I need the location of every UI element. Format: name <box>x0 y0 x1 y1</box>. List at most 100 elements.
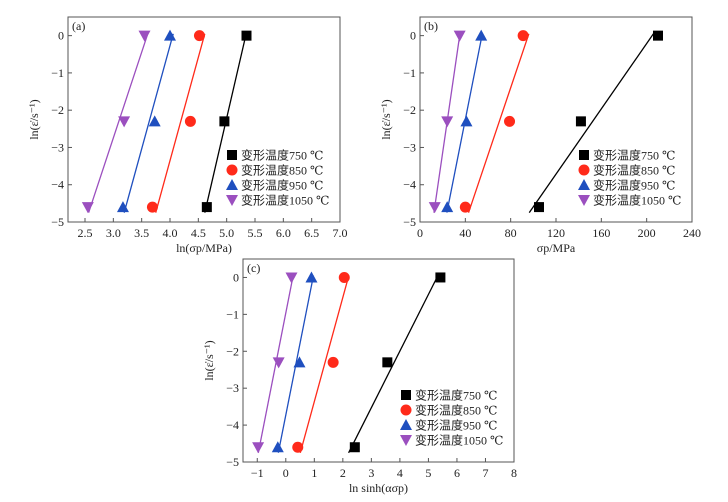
y-axis-label: ln(ε̇/s⁻¹) <box>379 99 393 139</box>
legend-item: 变形温度1050 ℃ <box>578 193 681 208</box>
data-point <box>338 271 350 283</box>
x-tick-label: 4 <box>397 466 403 480</box>
x-tick-label: 6.5 <box>304 226 319 240</box>
y-tick-label: −2 <box>51 103 64 117</box>
y-tick-label: −2 <box>226 344 239 358</box>
plot-frame <box>242 258 515 463</box>
y-tick-label: −4 <box>51 178 64 192</box>
x-axis-label: σp/MPa <box>537 241 576 255</box>
legend-marker <box>579 150 589 160</box>
legend-item: 变形温度1050 ℃ <box>400 433 503 448</box>
x-tick-label: 4.5 <box>191 226 206 240</box>
data-point <box>164 29 176 41</box>
y-tick-label: −3 <box>226 381 239 395</box>
y-tick-label: −3 <box>403 140 416 154</box>
data-point <box>219 116 230 127</box>
series-3 <box>428 30 466 214</box>
series-1 <box>146 30 206 213</box>
legend-item: 变形温度750 ℃ <box>401 388 497 403</box>
data-point <box>441 201 454 213</box>
y-tick-label: −5 <box>226 455 239 469</box>
legend-label: 变形温度750 ℃ <box>593 148 675 163</box>
x-tick-label: 40 <box>459 226 471 240</box>
y-tick-label: 0 <box>58 29 64 43</box>
data-point <box>653 30 663 41</box>
x-tick-label: 0 <box>417 226 423 240</box>
x-tick-label: 7 <box>482 466 488 480</box>
series-3 <box>81 30 151 214</box>
data-point <box>349 442 360 453</box>
y-axis-label: ln(ε̇/s⁻¹) <box>202 340 216 380</box>
legend-label: 变形温度1050 ℃ <box>593 193 681 208</box>
data-point <box>118 116 131 128</box>
x-tick-label: −1 <box>251 466 264 480</box>
data-point <box>138 30 151 42</box>
plot-frame <box>67 16 341 223</box>
legend-marker <box>578 164 590 176</box>
legend-marker <box>226 164 238 176</box>
x-tick-label: 7.0 <box>333 226 348 240</box>
x-tick-label: 2 <box>340 466 346 480</box>
data-point <box>81 202 94 214</box>
series-0 <box>201 30 252 213</box>
x-tick-label: 3.0 <box>106 226 121 240</box>
data-point <box>201 202 212 213</box>
x-tick-label: 200 <box>638 226 656 240</box>
y-tick-label: −5 <box>403 215 416 229</box>
data-point <box>293 356 306 368</box>
x-tick-label: 0 <box>283 466 289 480</box>
series-2 <box>116 29 176 213</box>
data-point <box>504 115 516 127</box>
x-tick-label: 5.5 <box>248 226 263 240</box>
legend-label: 变形温度850 ℃ <box>593 163 675 178</box>
x-tick-label: 3.5 <box>134 226 149 240</box>
series-2 <box>441 29 488 213</box>
legend-label: 变形温度1050 ℃ <box>415 433 503 448</box>
data-point <box>193 30 205 42</box>
data-point <box>435 272 446 283</box>
x-tick-label: 6 <box>454 466 460 480</box>
series-0 <box>348 272 446 454</box>
data-point <box>475 29 488 41</box>
panel-c: −1 0 1 2 3 4 5 6 7 8 0 −1 −2 −3 −4 −5 ln sinh(ασp) ln(ε̇/… <box>202 258 517 495</box>
legend-item: 变形温度850 ℃ <box>400 403 497 418</box>
data-point <box>285 272 298 284</box>
data-point <box>327 356 339 368</box>
legend-item: 变形温度850 ℃ <box>226 163 323 178</box>
x-tick-label: 120 <box>547 226 565 240</box>
x-tick-label: 240 <box>683 226 701 240</box>
x-tick-label: 5.0 <box>219 226 234 240</box>
legend-label: 变形温度950 ℃ <box>415 418 497 433</box>
y-tick-label: 0 <box>233 270 239 284</box>
legend-label: 变形温度750 ℃ <box>241 148 323 163</box>
data-point <box>184 115 196 127</box>
panel-b: 0 40 80 120 160 200 240 0 −1 −2 −3 −4 −5 σp/MPa ln(ε̇/… <box>379 16 701 255</box>
y-tick-label: −5 <box>51 215 64 229</box>
y-tick-label: −1 <box>226 307 239 321</box>
fit-line <box>467 33 530 213</box>
y-tick-label: −3 <box>51 140 64 154</box>
data-point <box>305 271 318 283</box>
x-tick-label: 5 <box>425 466 431 480</box>
series-1 <box>459 30 530 213</box>
legend-marker <box>400 404 412 416</box>
x-tick-label: 160 <box>592 226 610 240</box>
legend-marker <box>578 179 590 190</box>
legend-label: 变形温度1050 ℃ <box>241 193 329 208</box>
fit-line <box>123 33 174 213</box>
fit-line <box>528 33 654 214</box>
series-0 <box>528 30 663 214</box>
data-point <box>292 441 304 453</box>
x-axis-label: ln(σp/MPa) <box>176 241 232 255</box>
legend-item: 变形温度750 ℃ <box>579 148 675 163</box>
legend-marker <box>400 435 412 446</box>
legend-label: 变形温度850 ℃ <box>241 163 323 178</box>
fit-line <box>257 275 294 453</box>
data-point <box>575 116 586 127</box>
fit-line <box>88 33 149 213</box>
data-point <box>116 201 129 213</box>
